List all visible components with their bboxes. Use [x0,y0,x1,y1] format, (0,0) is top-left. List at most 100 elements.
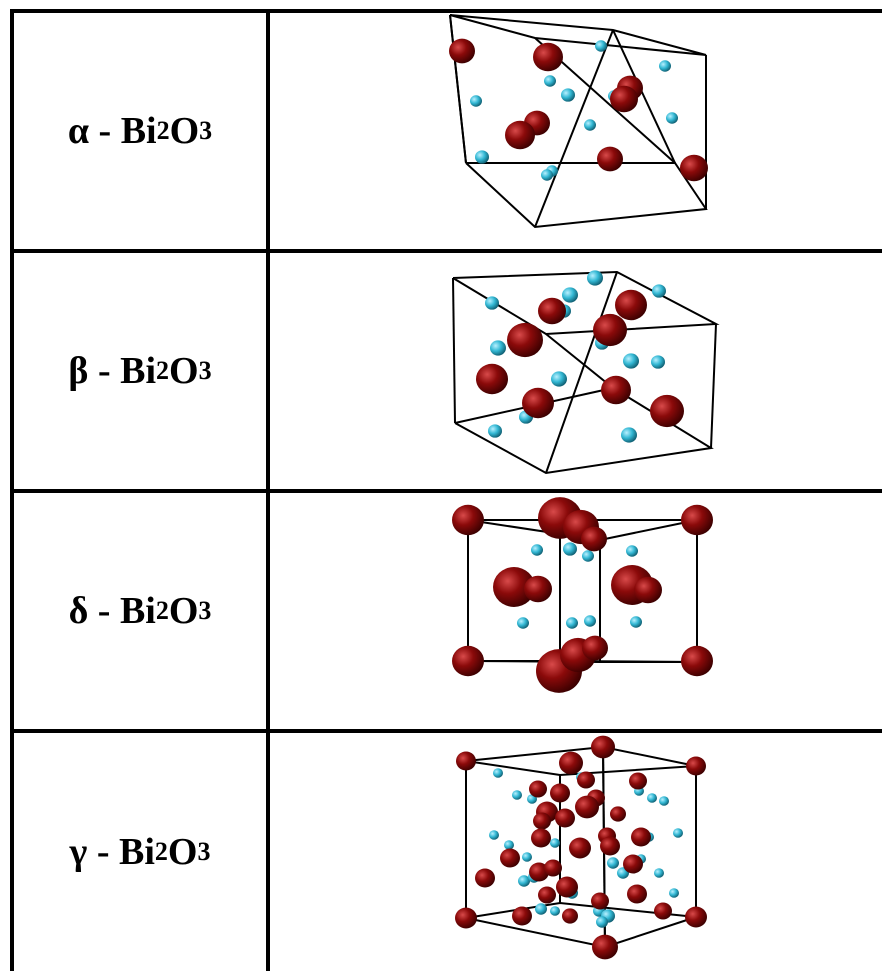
separator: - [88,350,121,392]
oxygen-atom [659,60,671,72]
bismuth-atom [456,751,476,771]
formula-bi: Bi [118,831,155,873]
separator: - [89,110,121,152]
formula-sub-3: 3 [199,116,213,145]
separator: - [88,590,120,632]
bismuth-atom [623,854,643,874]
formula-sub-2: 2 [154,837,168,866]
formula-sub-3: 3 [198,356,212,385]
bismuth-atom [452,645,484,677]
bismuth-atom [507,322,543,358]
bismuth-atom [631,827,651,847]
oxygen-atom [518,875,530,887]
phase-label-alpha: α - Bi 2 O 3 [14,13,266,249]
table-border-top [10,9,882,13]
oxygen-atom [566,617,578,629]
bismuth-atom [581,526,607,552]
bismuth-atom [529,862,549,882]
oxygen-atom [490,340,506,356]
bismuth-atom [629,772,647,790]
oxygen-atom [489,830,499,840]
bismuth-atom [597,146,623,172]
separator: - [87,831,119,873]
oxygen-atom [626,545,638,557]
bismuth-atom [533,812,551,830]
bismuth-atom [610,85,638,113]
oxygen-atom [652,284,666,298]
bismuth-atom [538,297,566,325]
bismuth-atom [559,751,583,775]
formula-bi: Bi [120,350,157,392]
greek-letter: β [68,350,89,392]
oxygen-atom [544,75,556,87]
oxygen-atom [504,840,514,850]
table-divider-1 [10,249,882,253]
oxygen-atom [659,796,669,806]
bismuth-atom [591,892,609,910]
cell-front-face [449,14,707,56]
phase-label-gamma: γ - Bi 2 O 3 [14,733,266,971]
cell-edge [710,323,717,449]
oxygen-atom [584,615,596,627]
cell-edge [612,29,676,164]
oxygen-atom [673,828,683,838]
bismuth-atom [591,735,615,759]
bismuth-atom [522,387,554,419]
formula-o: O [167,831,198,873]
bismuth-atom [455,907,477,929]
oxygen-atom [541,169,553,181]
phase-label-beta: β - Bi 2 O 3 [14,253,266,489]
bismuth-atom [685,906,707,928]
bismuth-atom [475,868,495,888]
oxygen-atom [587,270,603,286]
oxygen-atom [623,353,639,369]
greek-letter: γ [69,831,88,873]
alpha-unit-cell [449,14,708,229]
formula-sub-3: 3 [197,837,211,866]
bismuth-atom [610,806,626,822]
cell-back-face [465,162,708,229]
cell-edge [545,271,618,474]
bismuth-atom [686,756,706,776]
bismuth-atom [592,934,618,960]
bismuth-atom [577,771,595,789]
bismuth-atom [493,567,535,607]
oxygen-atom [595,40,607,52]
bismuth-atom [531,828,551,848]
bismuth-atom [654,902,672,920]
table-column-divider [266,9,270,971]
oxygen-atom [582,550,594,562]
oxygen-atom [630,616,642,628]
bismuth-atom [650,394,684,428]
formula-sub-3: 3 [198,596,212,625]
crystal-structure-beta [270,253,882,489]
oxygen-atom [651,355,665,369]
oxygen-atom [647,793,657,803]
oxygen-atom [485,296,499,310]
bismuth-atom [615,289,647,321]
bismuth-atom [562,908,578,924]
bismuth-atom [512,906,532,926]
bismuth-atom [476,363,508,395]
bismuth-atom [555,808,575,828]
oxygen-atom [517,617,529,629]
crystal-structure-delta [270,493,882,729]
oxygen-atom [669,888,679,898]
formula-bi: Bi [119,590,156,632]
bismuth-atom [600,836,620,856]
oxygen-atom [584,119,596,131]
oxygen-atom [561,88,575,102]
bismuth-atom [533,42,563,72]
oxygen-atom [475,150,489,164]
greek-letter: α [67,110,90,152]
oxygen-atom [596,916,608,928]
bismuth-atom [452,504,484,536]
bismuth-atom [505,120,535,150]
oxygen-atom [522,852,532,862]
oxygen-atom [562,287,578,303]
oxygen-atom [666,112,678,124]
crystal-structure-alpha [270,13,882,249]
bismuth-atom [582,635,608,661]
table-divider-3 [10,729,882,733]
